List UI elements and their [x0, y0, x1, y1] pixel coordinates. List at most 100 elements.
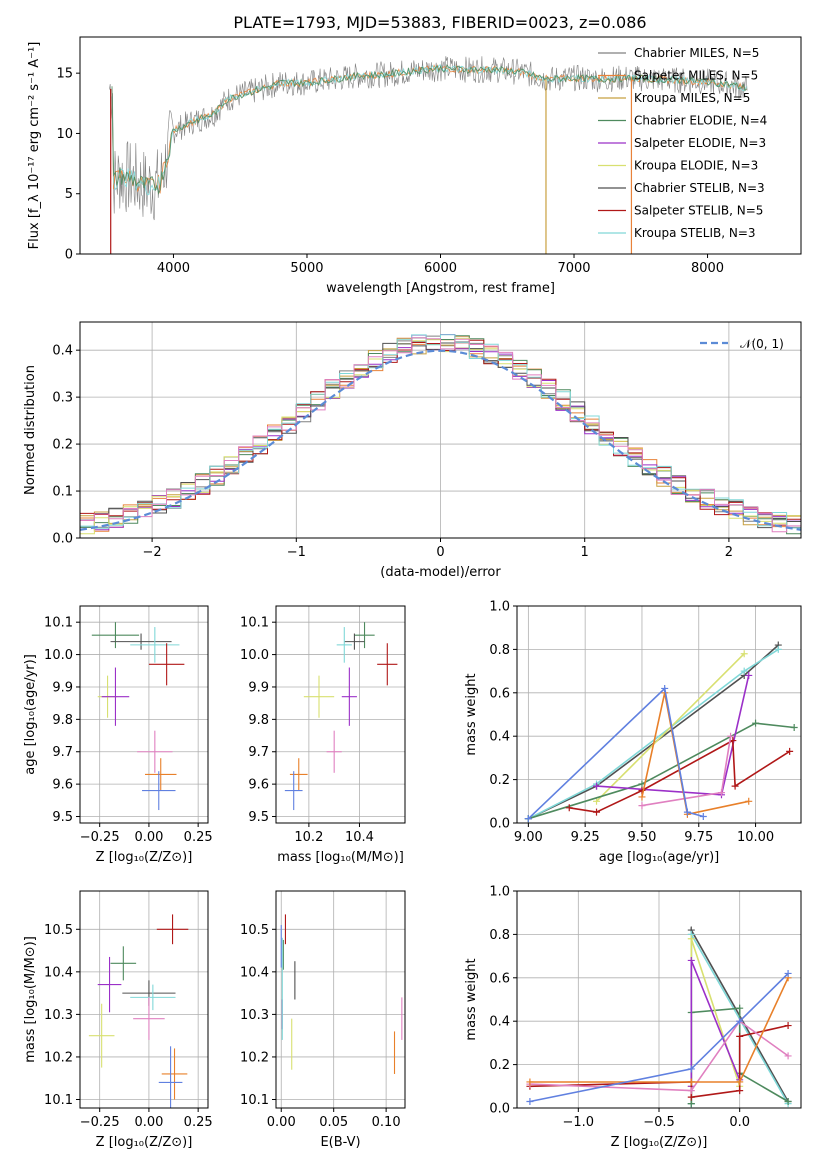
y-tick-label: 9.6 — [52, 778, 73, 793]
legend-label: Chabrier ELODIE, N=4 — [634, 114, 767, 128]
y-tick-label: 10.4 — [240, 965, 269, 980]
x-tick-label: 0.0 — [729, 1115, 750, 1130]
errorbar-point — [148, 643, 185, 686]
y-tick-label: 0.6 — [489, 971, 510, 986]
spectrum-model-line — [111, 64, 747, 196]
panel-weight_vs_age: 9.00 9.25 9.50 9.75 10.00 0.0 0.2 0.4 0.6 0.8 1.0 a… — [464, 600, 802, 865]
x-tick-label: 0.25 — [184, 830, 213, 845]
errorbar-point — [110, 946, 137, 981]
x-tick-label: 10.2 — [294, 830, 323, 845]
plot-frame — [79, 605, 209, 824]
plot-area — [284, 622, 398, 811]
x-tick-label: 2 — [725, 545, 733, 560]
y-tick-label: 10.5 — [240, 923, 269, 938]
panel-mass_vs_EBV: 0.00 0.05 0.10 10.1 10.2 10.3 10.4 10.5 E(B-V) — [240, 890, 406, 1150]
plot-frame — [79, 36, 802, 255]
plot-area — [526, 926, 792, 1108]
y-tick-label: 0.8 — [489, 928, 510, 943]
errorbar-point — [88, 1003, 115, 1068]
x-tick-label: 5000 — [290, 261, 323, 276]
y-tick-label: 9.8 — [52, 713, 73, 728]
plot-frame — [516, 890, 802, 1109]
plot-area — [88, 914, 189, 1108]
y-tick-label: 9.5 — [52, 810, 73, 825]
plot-area — [80, 334, 801, 535]
weight-point-marker — [786, 747, 794, 755]
x-tick-label: 7000 — [557, 261, 590, 276]
legend: Chabrier MILES, N=5 Salpeter MILES, N=5 Kr… — [598, 46, 767, 240]
weight-series-line — [529, 977, 789, 1083]
weight-point-marker — [524, 815, 532, 823]
legend-label: 𝒩(0, 1) — [740, 337, 784, 351]
plot-area — [109, 56, 748, 254]
weight-series-line — [527, 686, 704, 820]
weight-point-marker — [687, 1065, 695, 1073]
legend-label: Kroupa MILES, N=5 — [634, 91, 750, 105]
weight-point-marker — [745, 671, 753, 679]
y-axis-label: mass weight — [464, 673, 479, 755]
panel-age_vs_Z: −0.25 0.00 0.25 9.5 9.6 9.7 9.8 9.9 10.0 10.1 Z [l… — [23, 605, 213, 865]
legend-label: Salpeter ELODIE, N=3 — [634, 136, 766, 150]
y-tick-label: 10.1 — [240, 1093, 269, 1108]
weight-point-marker — [638, 793, 646, 801]
errorbar-point — [326, 730, 342, 773]
weight-point-marker — [683, 808, 691, 816]
errorbar-point — [101, 667, 130, 726]
weight-point-marker — [687, 956, 695, 964]
y-tick-label: 9.7 — [248, 745, 269, 760]
y-tick-label: 10.2 — [44, 1050, 73, 1065]
legend-label: Chabrier STELIB, N=3 — [634, 181, 765, 195]
weight-point-marker — [727, 732, 735, 740]
y-tick-label: 0.2 — [52, 438, 73, 453]
histogram-step — [80, 337, 801, 533]
errorbar-point — [130, 984, 176, 1011]
x-tick-label: 0.05 — [319, 1115, 348, 1130]
weight-series-line — [528, 722, 795, 820]
weight-point-marker — [736, 1087, 744, 1095]
weight-point-marker — [687, 1100, 695, 1108]
errorbar-point — [156, 914, 189, 945]
x-tick-label: −0.25 — [80, 830, 120, 845]
errorbar-point — [289, 758, 308, 791]
weight-series-line — [690, 960, 741, 1087]
weight-point-marker — [740, 667, 748, 675]
y-tick-label: 0.4 — [489, 730, 510, 745]
weight-point-marker — [638, 786, 646, 794]
errorbar-point — [284, 771, 303, 811]
x-tick-label: 9.50 — [627, 830, 656, 845]
y-axis-label: age [log₁₀(age/yr)] — [23, 654, 38, 775]
y-tick-label: 0.3 — [52, 391, 73, 406]
weight-point-marker — [526, 1078, 534, 1086]
plot-area — [280, 914, 403, 1074]
x-tick-label: −0.25 — [80, 1115, 120, 1130]
y-tick-label: 10.0 — [240, 648, 269, 663]
panel-weight_vs_Z: −1.0 −0.5 0.0 0.0 0.2 0.4 0.6 0.8 1.0 Z [log₁₀(Z/… — [464, 885, 802, 1150]
weight-point-marker — [565, 804, 573, 812]
legend-label: Salpeter STELIB, N=5 — [634, 204, 763, 218]
y-tick-label: 1.0 — [489, 600, 510, 615]
weight-point-marker — [790, 724, 798, 732]
errorbar-point — [110, 633, 172, 650]
y-tick-label: 0.4 — [489, 1015, 510, 1030]
errorbar-point — [303, 675, 335, 718]
spectrum-data-line — [109, 56, 748, 221]
weight-point-marker — [784, 1052, 792, 1060]
weight-point-marker — [699, 812, 707, 820]
errorbar-point — [344, 633, 365, 650]
legend-label: Salpeter MILES, N=5 — [634, 69, 758, 83]
weight-series-line — [529, 1020, 789, 1092]
x-axis-label: Z [log₁₀(Z/Z⊙)] — [611, 1135, 708, 1150]
x-tick-label: 9.75 — [684, 830, 713, 845]
plot-frame — [79, 321, 802, 539]
errorbar-point — [341, 667, 357, 726]
x-axis-label: Z [log₁₀(Z/Z⊙)] — [96, 1135, 193, 1150]
plot-frame — [275, 605, 406, 824]
x-axis-label: wavelength [Angstrom, rest frame] — [326, 281, 555, 296]
y-tick-label: 0.0 — [489, 1102, 510, 1117]
y-tick-label: 0.6 — [489, 686, 510, 701]
normal-curve — [80, 349, 801, 531]
x-tick-label: −2 — [143, 545, 162, 560]
weight-point-marker — [687, 1078, 695, 1086]
